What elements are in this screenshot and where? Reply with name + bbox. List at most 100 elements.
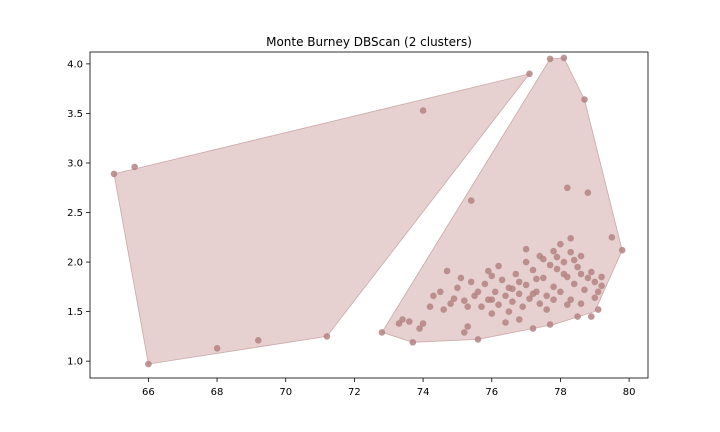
cluster-2-point xyxy=(478,303,485,311)
cluster-2-point xyxy=(553,253,561,261)
cluster-2-point xyxy=(553,265,561,273)
cluster-2-point xyxy=(430,292,437,300)
cluster-2-point xyxy=(546,261,554,269)
cluster-2-point xyxy=(567,296,574,304)
cluster-1-point xyxy=(110,170,118,178)
cluster-2-point xyxy=(536,252,544,260)
cluster-2-point xyxy=(450,295,458,303)
cluster-2-point xyxy=(588,268,595,276)
cluster-2-point xyxy=(509,298,516,306)
cluster-2-point xyxy=(550,283,557,291)
plot-area xyxy=(89,51,649,379)
cluster-2-point xyxy=(560,54,568,62)
cluster-2-point xyxy=(598,282,605,290)
cluster-2-point xyxy=(488,272,496,280)
y-tick-label: 2.0 xyxy=(67,258,83,269)
cluster-2-point xyxy=(581,286,588,294)
x-tick-label: 68 xyxy=(211,387,224,398)
cluster-2-point xyxy=(591,278,599,286)
cluster-2-point xyxy=(564,184,571,192)
y-tick-label: 4.0 xyxy=(67,59,83,70)
cluster-2-point xyxy=(502,292,509,300)
x-tick-label: 70 xyxy=(279,387,292,398)
cluster-2-point xyxy=(406,318,413,325)
cluster-2-point xyxy=(557,288,564,296)
cluster-2-point xyxy=(467,197,475,204)
cluster-2-point xyxy=(546,55,554,63)
cluster-2-point xyxy=(464,323,472,330)
cluster-2-point xyxy=(409,339,417,346)
cluster-2-point xyxy=(557,240,564,248)
cluster-2-point xyxy=(526,295,533,303)
cluster-2-point xyxy=(419,320,427,327)
cluster-2-point xyxy=(474,336,482,343)
cluster-2-point xyxy=(591,294,599,302)
cluster-2-point xyxy=(491,288,499,296)
cluster-2-point xyxy=(570,280,578,288)
x-tick-label: 78 xyxy=(554,387,567,398)
y-tick-label: 3.0 xyxy=(67,158,83,169)
cluster-2-point xyxy=(588,313,595,320)
cluster-2-point xyxy=(574,313,581,320)
cluster-2-point xyxy=(447,300,454,308)
cluster-2-point xyxy=(608,234,616,241)
cluster-2-point xyxy=(550,296,557,304)
cluster-2-point xyxy=(437,288,444,296)
cluster-2-point xyxy=(481,280,489,288)
cluster-2-point xyxy=(577,252,585,260)
cluster-1-point xyxy=(254,337,262,344)
cluster-2-point xyxy=(457,274,465,282)
cluster-1-point xyxy=(419,107,427,114)
y-tick-label: 3.5 xyxy=(67,109,83,120)
cluster-2-point xyxy=(467,278,475,286)
cluster-2-point xyxy=(488,310,496,317)
x-tick-label: 72 xyxy=(348,387,361,398)
cluster-2-point xyxy=(443,267,451,275)
cluster-2-point xyxy=(574,263,581,271)
cluster-2-point xyxy=(440,306,448,313)
cluster-2-point xyxy=(378,329,386,336)
cluster-2-point xyxy=(533,275,540,283)
cluster-2-point xyxy=(454,284,461,292)
cluster-1-point xyxy=(526,70,533,78)
cluster-2-point xyxy=(522,281,530,289)
x-tick-label: 80 xyxy=(623,387,636,398)
cluster-2-point xyxy=(505,308,513,315)
cluster-2-point xyxy=(515,278,523,286)
cluster-2-point xyxy=(485,267,492,275)
cluster-2-point xyxy=(567,248,574,256)
cluster-2-point xyxy=(399,316,406,323)
chart-title: Monte Burney DBScan (2 clusters) xyxy=(266,35,472,49)
cluster-2-point xyxy=(594,306,602,313)
cluster-2-point xyxy=(584,189,592,196)
cluster-2-point xyxy=(474,288,482,296)
cluster-2-point xyxy=(570,256,578,264)
cluster-2-point xyxy=(577,300,585,308)
cluster-2-point xyxy=(426,303,434,311)
cluster-2-point xyxy=(560,258,568,266)
cluster-2-point xyxy=(543,306,550,313)
scatter-points xyxy=(110,54,626,368)
cluster-2-point xyxy=(618,246,626,254)
x-tick-label: 74 xyxy=(417,387,430,398)
cluster-2-point xyxy=(512,270,520,278)
cluster-2-point xyxy=(502,319,509,326)
cluster-2-point xyxy=(416,325,423,332)
cluster-2-point xyxy=(598,273,605,281)
cluster-2-point xyxy=(584,274,592,282)
cluster-2-point xyxy=(495,262,502,270)
cluster-2-point xyxy=(529,266,537,274)
cluster-2-point xyxy=(560,270,568,278)
y-axis-ticks: 1.0 1.5 2.0 2.5 3.0 3.5 4.0 xyxy=(67,59,90,368)
cluster-2-point xyxy=(522,258,530,266)
cluster-1-point xyxy=(213,345,221,352)
cluster-1-point xyxy=(323,333,331,340)
axes-frame xyxy=(89,51,649,379)
cluster-2-point xyxy=(543,292,550,300)
y-tick-label: 2.5 xyxy=(67,208,83,219)
cluster-2-point xyxy=(577,270,585,278)
cluster-2-point xyxy=(567,235,574,242)
cluster-1-point xyxy=(131,163,138,171)
